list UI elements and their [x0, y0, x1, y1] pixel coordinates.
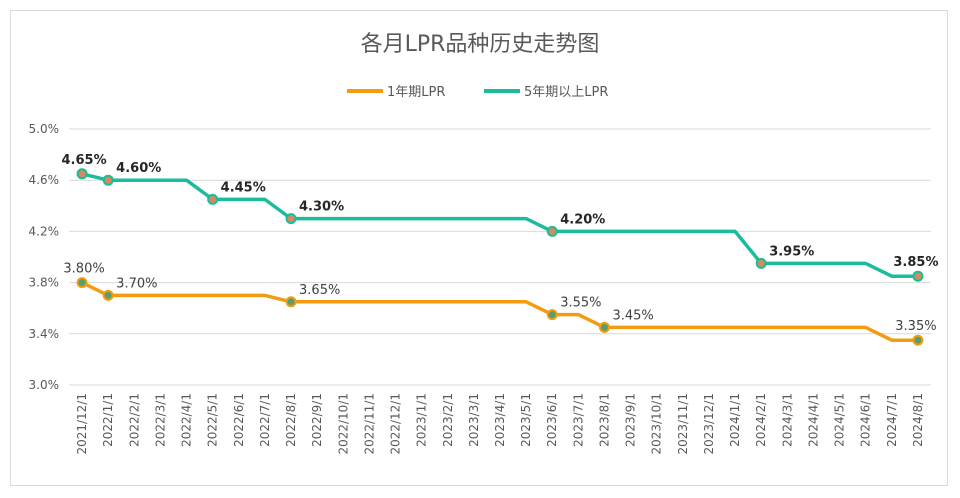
grid-lines: [69, 128, 931, 386]
data-point: [285, 213, 297, 225]
x-tick-label: 2023/6/1: [545, 393, 559, 447]
series-labels: 3.80% 3.70% 3.65% 3.55% 3.45% 3.35% 4.65% 4.60%…: [62, 153, 939, 334]
series-markers: [76, 168, 924, 346]
x-tick-label: 2024/7/1: [885, 393, 899, 447]
x-tick-label: 2023/9/1: [624, 393, 638, 447]
x-tick-label: 2023/2/1: [441, 393, 455, 447]
data-label: 3.35%: [895, 319, 936, 334]
data-point: [546, 225, 558, 237]
x-tick-label: 2024/1/1: [728, 393, 742, 447]
chart-title: 各月LPR品种历史走势图: [361, 32, 600, 57]
x-tick-label: 2022/10/1: [336, 393, 350, 455]
x-tick-label: 2023/5/1: [519, 393, 533, 447]
x-tick-label: 2023/8/1: [597, 393, 611, 447]
x-tick-label: 2022/6/1: [232, 393, 246, 447]
y-tick-label: 4.2%: [29, 224, 60, 238]
x-tick-label: 2023/3/1: [467, 393, 481, 447]
data-point: [912, 270, 924, 282]
data-label: 3.45%: [612, 308, 653, 323]
x-tick-label: 2023/10/1: [650, 393, 664, 455]
x-tick-label: 2024/8/1: [911, 393, 925, 447]
legend-label: 1年期LPR: [387, 85, 445, 100]
data-label: 3.55%: [560, 296, 601, 311]
data-point: [912, 334, 924, 346]
x-tick-label: 2022/2/1: [127, 393, 141, 447]
x-tick-label: 2023/7/1: [571, 393, 585, 447]
legend: 1年期LPR 5年期以上LPR: [347, 85, 608, 100]
legend-label: 5年期以上LPR: [524, 85, 608, 100]
data-point: [755, 257, 767, 269]
y-axis-ticks: 3.0% 3.4% 3.8% 4.2% 4.6% 5.0%: [29, 122, 60, 392]
y-tick-label: 5.0%: [29, 122, 60, 136]
data-point: [102, 289, 114, 301]
series-line: [81, 172, 918, 278]
data-label: 4.45%: [221, 180, 266, 195]
data-point: [102, 174, 114, 186]
chart-svg: 各月LPR品种历史走势图 1年期LPR 5年期以上LPR 3.0% 3.4% 3.8%…: [29, 32, 939, 455]
data-label: 3.65%: [299, 283, 340, 298]
data-label: 4.20%: [560, 212, 605, 227]
data-point: [546, 309, 558, 321]
data-point: [76, 277, 88, 289]
x-tick-label: 2022/4/1: [180, 393, 194, 447]
data-label: 4.65%: [62, 153, 107, 168]
data-label: 3.85%: [893, 255, 938, 270]
series-lines: [81, 172, 918, 342]
data-label: 3.95%: [769, 244, 814, 259]
x-tick-label: 2022/12/1: [389, 393, 403, 455]
data-point: [76, 168, 88, 180]
y-tick-label: 3.0%: [29, 378, 60, 392]
data-label: 3.70%: [116, 276, 157, 291]
x-tick-label: 2024/3/1: [780, 393, 794, 447]
x-tick-label: 2022/1/1: [101, 393, 115, 447]
x-tick-label: 2022/8/1: [284, 393, 298, 447]
x-tick-label: 2021/12/1: [75, 393, 89, 455]
y-tick-label: 3.8%: [29, 276, 60, 290]
x-tick-label: 2022/11/1: [362, 393, 376, 455]
data-point: [207, 193, 219, 205]
x-tick-label: 2023/1/1: [415, 393, 429, 447]
x-tick-label: 2022/9/1: [310, 393, 324, 447]
chart-container: 各月LPR品种历史走势图 1年期LPR 5年期以上LPR 3.0% 3.4% 3.8%…: [10, 10, 948, 486]
x-tick-label: 2022/5/1: [206, 393, 220, 447]
data-point: [285, 296, 297, 308]
x-tick-label: 2022/3/1: [153, 393, 167, 447]
x-tick-label: 2024/5/1: [833, 393, 847, 447]
data-label: 3.80%: [63, 262, 104, 277]
data-label: 4.30%: [299, 200, 344, 215]
x-axis-ticks: 2021/12/1 2022/1/1 2022/2/1 2022/3/1 2022/4/…: [75, 393, 925, 455]
x-tick-label: 2024/2/1: [754, 393, 768, 447]
x-tick-label: 2023/11/1: [676, 393, 690, 455]
data-label: 4.60%: [116, 161, 161, 176]
x-tick-label: 2023/4/1: [493, 393, 507, 447]
x-tick-label: 2023/12/1: [702, 393, 716, 455]
x-tick-label: 2024/4/1: [806, 393, 820, 447]
data-point: [598, 321, 610, 333]
x-tick-label: 2024/6/1: [859, 393, 873, 447]
y-tick-label: 4.6%: [29, 173, 60, 187]
x-tick-label: 2022/7/1: [258, 393, 272, 447]
y-tick-label: 3.4%: [29, 327, 60, 341]
series-line: [81, 281, 918, 342]
